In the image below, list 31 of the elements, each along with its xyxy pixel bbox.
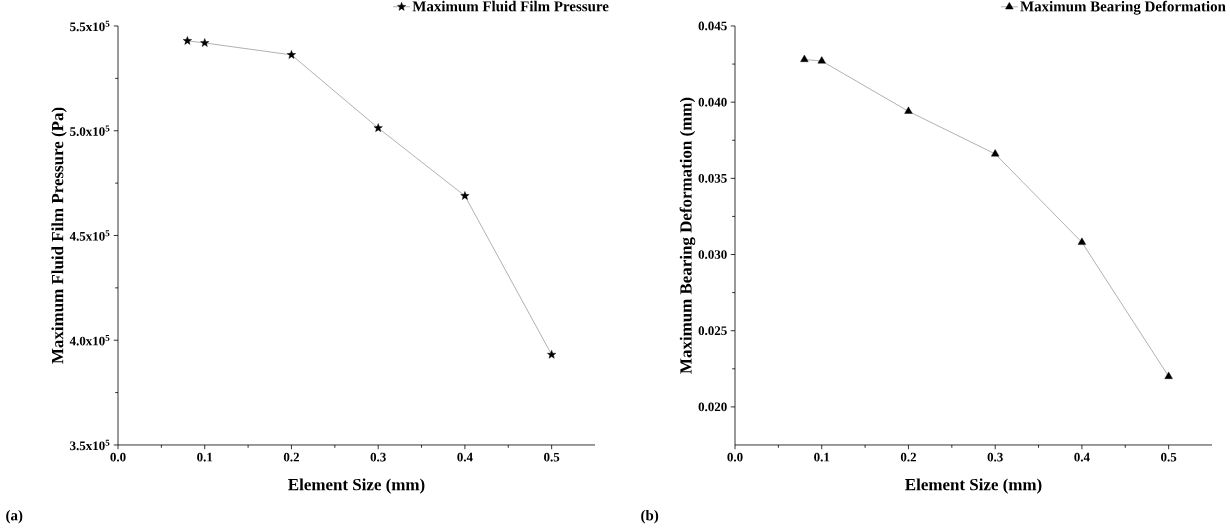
text: (b) <box>641 509 659 524</box>
y-tick-label: 0.020 <box>698 402 727 412</box>
y-tick-label: 0.040 <box>698 97 727 107</box>
x-tick-label: 0.3 <box>987 452 1003 462</box>
x-tick-label: 0.0 <box>110 452 126 462</box>
text: (a) <box>6 509 23 524</box>
x-axis-title: Element Size (mm) <box>288 478 425 494</box>
x-tick-label: 0.0 <box>727 452 743 462</box>
y-tick-label: 0.025 <box>698 326 727 336</box>
x-tick-label: 0.2 <box>900 452 917 462</box>
legend-label: Maximum Fluid Film Pressure <box>412 0 609 12</box>
x-tick-label: 0.1 <box>814 452 830 462</box>
x-tick-label: 0.3 <box>370 452 386 462</box>
x-tick-label: 0.4 <box>457 452 473 462</box>
x-tick-label: 0.5 <box>1161 452 1177 462</box>
y-tick-label: 5.5x10$^{5}$ <box>70 20 110 32</box>
y-axis-title: Maximum Bearing Deformation (mm) <box>679 97 696 374</box>
x-tick-label: 0.2 <box>283 452 299 462</box>
y-tick-label: 0.045 <box>698 21 727 31</box>
legend-label: Maximum Bearing Deformation <box>1020 0 1226 15</box>
y-tick-label: 4.0x10$^{5}$ <box>69 335 110 346</box>
y-axis-title: Maximum Fluid Film Pressure (Pa) <box>51 107 67 364</box>
x-axis-title: Element Size (mm) <box>905 478 1042 494</box>
y-tick-label: 4.5x10$^{5}$ <box>69 230 110 241</box>
y-tick-label: 5.0x10$^{5}$ <box>70 125 110 136</box>
y-tick-label: 3.5x10$^{5}$ <box>70 439 110 451</box>
x-tick-label: 0.4 <box>1074 452 1090 462</box>
y-tick-label: 0.035 <box>698 173 727 183</box>
y-tick-label: 0.030 <box>698 250 727 259</box>
x-tick-label: 0.1 <box>197 452 213 462</box>
x-tick-label: 0.5 <box>544 452 560 462</box>
